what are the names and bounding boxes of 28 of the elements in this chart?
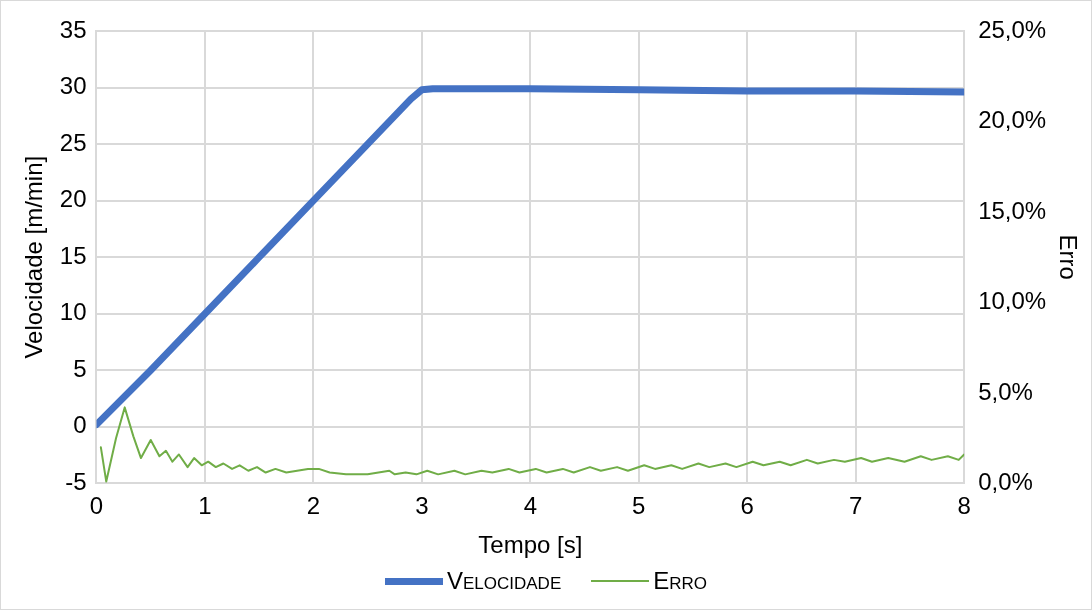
x-tick-label: 7 bbox=[849, 492, 863, 520]
x-axis-title: Tempo [s] bbox=[478, 531, 583, 559]
y2-axis-title: Erro bbox=[1054, 234, 1082, 280]
x-tick-label: 4 bbox=[523, 492, 537, 520]
y2-tick-label: 0,0% bbox=[978, 468, 1033, 496]
x-tick-label: 8 bbox=[957, 492, 971, 520]
y2-tick-label: 25,0% bbox=[978, 15, 1047, 43]
y2-tick-label: 20,0% bbox=[978, 106, 1047, 134]
y-tick-label: 10 bbox=[59, 298, 87, 326]
y-axis-title: Velocidade [m/min] bbox=[20, 155, 48, 359]
y-tick-label: 25 bbox=[59, 128, 87, 156]
legend-label: Erro bbox=[653, 567, 708, 595]
y2-tick-label: 5,0% bbox=[978, 377, 1033, 405]
y-tick-label: -5 bbox=[65, 468, 87, 496]
x-tick-label: 2 bbox=[306, 492, 321, 520]
y-tick-label: 0 bbox=[73, 411, 87, 439]
y-tick-label: 30 bbox=[59, 72, 87, 100]
x-tick-label: 1 bbox=[198, 492, 212, 520]
x-tick-label: 6 bbox=[740, 492, 754, 520]
legend-label: Velocidade bbox=[446, 567, 562, 595]
y2-tick-label: 10,0% bbox=[978, 287, 1047, 315]
y2-tick-label: 15,0% bbox=[978, 196, 1047, 224]
y-tick-label: 20 bbox=[59, 185, 87, 213]
y-tick-label: 35 bbox=[59, 15, 87, 43]
x-tick-label: 5 bbox=[632, 492, 646, 520]
y-tick-label: 15 bbox=[59, 241, 87, 269]
x-tick-label: 3 bbox=[415, 492, 429, 520]
y-tick-label: 5 bbox=[73, 354, 87, 382]
